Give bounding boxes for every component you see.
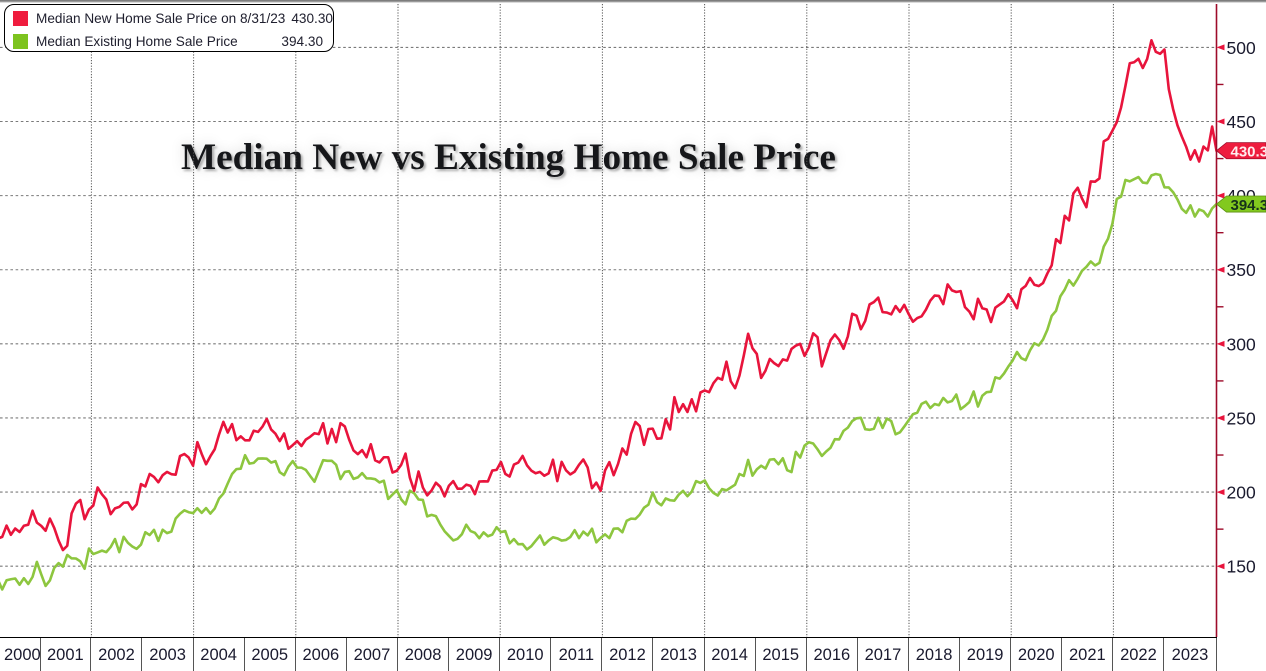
svg-text:430.30: 430.30	[1231, 143, 1266, 160]
svg-text:394.30: 394.30	[1231, 197, 1266, 214]
